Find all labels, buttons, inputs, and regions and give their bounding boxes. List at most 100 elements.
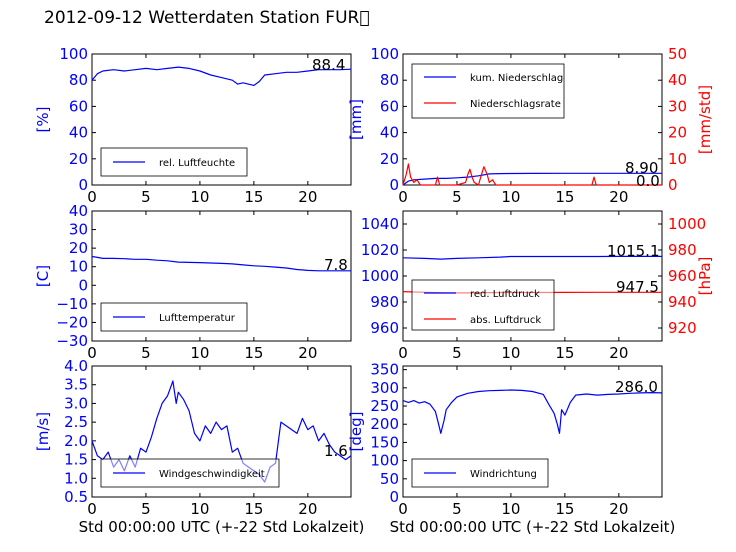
pressure-xtick-label: 15 bbox=[555, 344, 574, 362]
precipitation-ytick-label: 40 bbox=[380, 124, 399, 142]
humidity-ytick-label: 40 bbox=[69, 124, 88, 142]
precipitation-annotation: 8.90 bbox=[625, 159, 658, 177]
humidity-ylabel: [%] bbox=[34, 107, 52, 133]
temperature-ytick-label: −30 bbox=[56, 332, 88, 350]
precipitation-legend-label: Niederschlagsrate bbox=[470, 99, 561, 110]
precipitation-ytick2-label: 20 bbox=[668, 124, 687, 142]
winddirection-ytick-label: 250 bbox=[370, 397, 399, 415]
winddirection-ytick-label: 350 bbox=[370, 361, 399, 379]
temperature-ytick-label: −20 bbox=[56, 313, 88, 331]
humidity-xtick-label: 20 bbox=[298, 188, 317, 206]
pressure-xtick-label: 0 bbox=[398, 344, 408, 362]
precipitation-ytick2-label: 30 bbox=[668, 97, 687, 115]
humidity-legend-label: rel. Luftfeuchte bbox=[159, 158, 235, 169]
windspeed-xtick-label: 15 bbox=[244, 500, 263, 518]
pressure-legend-box bbox=[411, 279, 555, 331]
temperature-series-line-0 bbox=[91, 255, 351, 272]
windspeed-ytick-label: 4.0 bbox=[64, 357, 88, 375]
precipitation-ytick-label: 20 bbox=[380, 150, 399, 168]
winddirection-ytick-label: 300 bbox=[370, 379, 399, 397]
pressure-xtick-label: 10 bbox=[501, 344, 520, 362]
temperature-ytick-label: 40 bbox=[69, 202, 88, 220]
precipitation-xtick-label: 0 bbox=[398, 188, 408, 206]
precipitation-ytick-label: 0 bbox=[389, 176, 399, 194]
windspeed-ytick-label: 2.0 bbox=[64, 432, 88, 450]
chart-title: 2012-09-12 Wetterdaten Station FUR  bbox=[44, 8, 370, 28]
humidity-ytick-label: 0 bbox=[78, 176, 88, 194]
humidity-annotation: 88.4 bbox=[312, 56, 345, 74]
winddirection-ytick-label: 100 bbox=[370, 452, 399, 470]
precipitation-ytick2-label: 50 bbox=[668, 45, 687, 63]
pressure-ytick2-label: 1000 bbox=[668, 215, 706, 233]
windspeed-xtick-label: 20 bbox=[298, 500, 317, 518]
windspeed-ytick-label: 3.0 bbox=[64, 394, 88, 412]
pressure-ytick-label: 980 bbox=[370, 293, 399, 311]
precipitation-ytick2-label: 40 bbox=[668, 71, 687, 89]
windspeed-ytick-label: 1.5 bbox=[64, 451, 88, 469]
temperature-annotation: 7.8 bbox=[324, 256, 348, 274]
humidity-series-line-0 bbox=[91, 66, 352, 87]
temperature-xtick-label: 0 bbox=[87, 344, 97, 362]
precipitation-xtick-label: 20 bbox=[609, 188, 628, 206]
humidity-ytick-label: 60 bbox=[69, 97, 88, 115]
windspeed-ytick-label: 0.5 bbox=[64, 488, 88, 506]
windspeed-ytick-label: 2.5 bbox=[64, 413, 88, 431]
pressure-ytick-label: 1040 bbox=[361, 215, 399, 233]
winddirection-ytick-label: 50 bbox=[380, 470, 399, 488]
winddirection-ytick-label: 150 bbox=[370, 433, 399, 451]
precipitation-legend-label: kum. Niederschlag bbox=[470, 73, 563, 84]
pressure-ytick-label: 1020 bbox=[361, 241, 399, 259]
pressure-annotation: 1015.1 bbox=[607, 242, 660, 260]
precipitation-ytick-label: 60 bbox=[380, 97, 399, 115]
temperature-ytick-label: 0 bbox=[78, 276, 88, 294]
temperature-legend-label: Lufttemperatur bbox=[159, 313, 236, 324]
winddirection-series-line-0 bbox=[402, 389, 663, 434]
humidity-ytick-label: 100 bbox=[59, 45, 88, 63]
windspeed-xtick-label: 5 bbox=[141, 500, 151, 518]
pressure-ylabel2: [hPa] bbox=[696, 257, 714, 296]
temperature-ytick-label: −10 bbox=[56, 295, 88, 313]
humidity-xtick-label: 5 bbox=[141, 188, 151, 206]
temperature-ylabel: [C] bbox=[34, 265, 52, 287]
windspeed-legend-label: Windgeschwindigkeit bbox=[159, 469, 265, 480]
pressure-legend-label: abs. Luftdruck bbox=[470, 315, 541, 326]
temperature-ytick-label: 20 bbox=[69, 239, 88, 257]
temperature-xtick-label: 10 bbox=[190, 344, 209, 362]
winddirection-xtick-label: 15 bbox=[555, 500, 574, 518]
precipitation-ylabel: [mm] bbox=[347, 99, 365, 140]
windspeed-xtick-label: 10 bbox=[190, 500, 209, 518]
pressure-legend-label: red. Luftdruck bbox=[470, 289, 540, 300]
humidity-xtick-label: 0 bbox=[87, 188, 97, 206]
winddirection-xtick-label: 20 bbox=[609, 500, 628, 518]
pressure-ytick2-label: 980 bbox=[668, 241, 697, 259]
pressure-ytick2-label: 920 bbox=[668, 319, 697, 337]
precipitation-series-line-0 bbox=[402, 172, 662, 186]
pressure-ytick-label: 1000 bbox=[361, 267, 399, 285]
humidity-xtick-label: 10 bbox=[190, 188, 209, 206]
windspeed-ytick-label: 3.5 bbox=[64, 376, 88, 394]
humidity-xtick-label: 15 bbox=[244, 188, 263, 206]
windspeed-xtick-label: 0 bbox=[87, 500, 97, 518]
precipitation-xtick-label: 5 bbox=[452, 188, 462, 206]
winddirection-ylabel: [deg] bbox=[347, 412, 365, 452]
humidity-ytick-label: 80 bbox=[69, 71, 88, 89]
precipitation-ytick-label: 80 bbox=[380, 71, 399, 89]
winddirection-xtick-label: 0 bbox=[398, 500, 408, 518]
precipitation-ytick2-label: 10 bbox=[668, 150, 687, 168]
pressure-series-line-0 bbox=[402, 255, 662, 260]
winddirection-xtick-label: 5 bbox=[452, 500, 462, 518]
winddirection-ytick-label: 200 bbox=[370, 415, 399, 433]
pressure-ytick2-label: 940 bbox=[668, 293, 697, 311]
pressure-annotation: 947.5 bbox=[616, 278, 659, 296]
precipitation-ytick2-label: 0 bbox=[668, 176, 678, 194]
precipitation-ytick-label: 100 bbox=[370, 45, 399, 63]
winddirection-legend-label: Windrichtung bbox=[470, 469, 537, 480]
precipitation-ylabel2: [mm/std] bbox=[696, 85, 714, 154]
precipitation-xtick-label: 15 bbox=[555, 188, 574, 206]
temperature-xtick-label: 5 bbox=[141, 344, 151, 362]
winddirection-xlabel: Std 00:00:00 UTC (+-22 Std Lokalzeit) bbox=[390, 518, 676, 536]
temperature-ytick-label: 30 bbox=[69, 221, 88, 239]
temperature-xtick-label: 15 bbox=[244, 344, 263, 362]
pressure-ytick2-label: 960 bbox=[668, 267, 697, 285]
